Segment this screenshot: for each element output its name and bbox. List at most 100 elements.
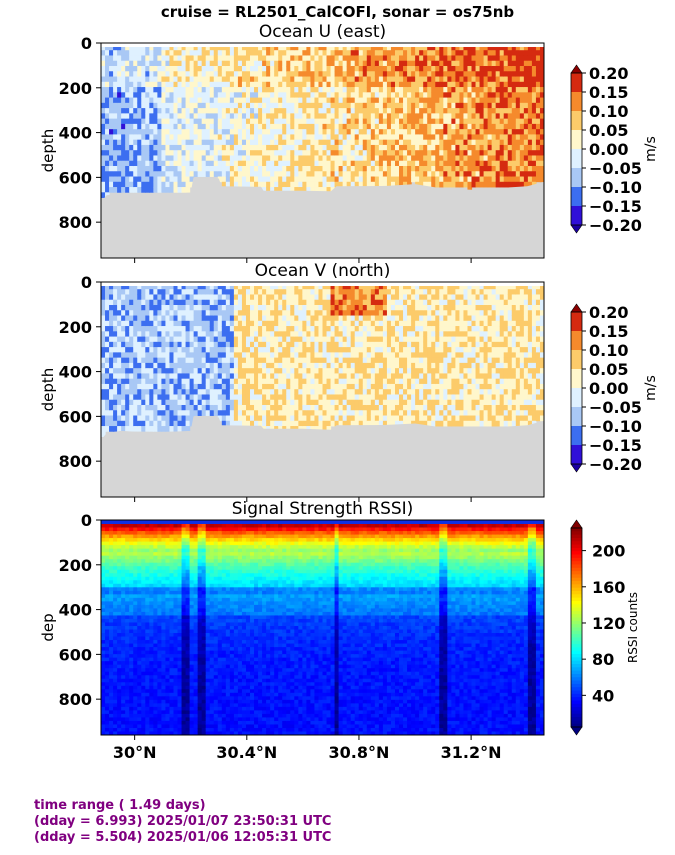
contour-cell bbox=[241, 81, 247, 88]
contour-cell bbox=[302, 310, 307, 316]
contour-cell bbox=[515, 50, 521, 56]
contour-cell bbox=[137, 87, 142, 93]
contour-cell bbox=[274, 410, 279, 416]
contour-cell bbox=[399, 81, 404, 88]
contour-cell bbox=[169, 44, 175, 51]
contour-cell bbox=[334, 399, 340, 406]
contour-cell bbox=[527, 181, 533, 188]
contour-cell bbox=[153, 65, 158, 72]
contour-cell bbox=[487, 150, 493, 156]
contour-cell bbox=[374, 144, 380, 151]
contour-cell bbox=[101, 368, 106, 374]
contour-cell bbox=[362, 373, 368, 380]
contour-cell bbox=[346, 320, 352, 327]
contour-cell bbox=[310, 383, 316, 390]
contour-cell bbox=[225, 171, 231, 177]
contour-cell bbox=[507, 139, 513, 146]
contour-cell bbox=[193, 150, 199, 156]
contour-cell bbox=[531, 155, 537, 162]
contour-cell bbox=[419, 176, 424, 183]
contour-cell bbox=[270, 415, 275, 422]
contour-cell bbox=[270, 108, 275, 114]
contour-cell bbox=[427, 139, 432, 146]
contour-cell bbox=[185, 155, 191, 162]
contour-cell bbox=[374, 310, 380, 316]
contour-cell bbox=[181, 294, 187, 301]
contour-cell bbox=[370, 399, 376, 406]
contour-cell bbox=[197, 368, 203, 374]
contour-cell bbox=[165, 118, 171, 125]
contour-cell bbox=[161, 108, 167, 114]
contour-cell bbox=[314, 399, 320, 406]
contour-cell bbox=[407, 50, 412, 56]
contour-cell bbox=[254, 144, 259, 151]
contour-cell bbox=[101, 50, 106, 56]
contour-cell bbox=[233, 299, 239, 306]
contour-cell bbox=[270, 139, 275, 146]
contour-cell bbox=[366, 304, 372, 311]
contour-cell bbox=[157, 304, 163, 311]
contour-cell bbox=[189, 294, 195, 301]
contour-cell bbox=[463, 129, 469, 135]
contour-cell bbox=[113, 123, 118, 130]
contour-cell bbox=[221, 357, 227, 364]
contour-cell bbox=[539, 118, 544, 125]
contour-cell bbox=[346, 410, 352, 416]
contour-cell bbox=[113, 97, 118, 104]
contour-cell bbox=[169, 123, 175, 130]
contour-cell bbox=[278, 150, 283, 156]
contour-cell bbox=[286, 60, 291, 67]
contour-cell bbox=[250, 415, 255, 422]
contour-cell bbox=[177, 304, 183, 311]
contour-cell bbox=[342, 357, 348, 364]
contour-cell bbox=[390, 118, 396, 125]
contour-cell bbox=[471, 76, 477, 83]
contour-cell bbox=[209, 123, 215, 130]
contour-cell bbox=[177, 320, 183, 327]
contour-cell bbox=[503, 97, 509, 104]
contour-cell bbox=[250, 341, 255, 348]
contour-cell bbox=[189, 404, 195, 411]
contour-cell bbox=[443, 144, 448, 151]
contour-cell bbox=[374, 129, 380, 135]
contour-cell bbox=[233, 336, 239, 343]
contour-cell bbox=[233, 378, 239, 385]
contour-cell bbox=[435, 181, 440, 188]
contour-cell bbox=[306, 102, 312, 109]
contour-cell bbox=[137, 362, 142, 369]
contour-cell bbox=[539, 102, 544, 109]
contour-cell bbox=[149, 123, 154, 130]
contour-cell bbox=[294, 129, 299, 135]
contour-cell bbox=[137, 404, 142, 411]
contour-cell bbox=[302, 144, 307, 151]
contour-cell bbox=[225, 389, 231, 395]
contour-cell bbox=[354, 299, 360, 306]
contour-cell bbox=[471, 55, 477, 62]
contour-cell bbox=[354, 108, 360, 114]
contour-cell bbox=[141, 304, 146, 311]
contour-cell bbox=[403, 134, 408, 141]
contour-cell bbox=[447, 181, 452, 188]
contour-cell bbox=[286, 155, 291, 162]
contour-cell bbox=[201, 357, 207, 364]
contour-cell bbox=[370, 378, 376, 385]
contour-cell bbox=[483, 113, 489, 120]
contour-cell bbox=[370, 150, 376, 156]
contour-cell bbox=[330, 336, 336, 343]
contour-cell bbox=[250, 352, 255, 359]
contour-cell bbox=[310, 144, 316, 151]
contour-cell bbox=[149, 415, 154, 422]
contour-cell bbox=[258, 415, 263, 422]
contour-cell bbox=[403, 76, 408, 83]
contour-cell bbox=[177, 113, 183, 120]
contour-cell bbox=[278, 144, 283, 151]
contour-cell bbox=[177, 347, 183, 353]
contour-cell bbox=[290, 299, 295, 306]
contour-cell bbox=[290, 315, 295, 322]
contour-cell bbox=[390, 108, 396, 114]
contour-cell bbox=[407, 118, 412, 125]
contour-cell bbox=[245, 404, 251, 411]
contour-cell bbox=[250, 362, 255, 369]
contour-cell bbox=[125, 394, 130, 401]
contour-cell bbox=[109, 139, 114, 146]
